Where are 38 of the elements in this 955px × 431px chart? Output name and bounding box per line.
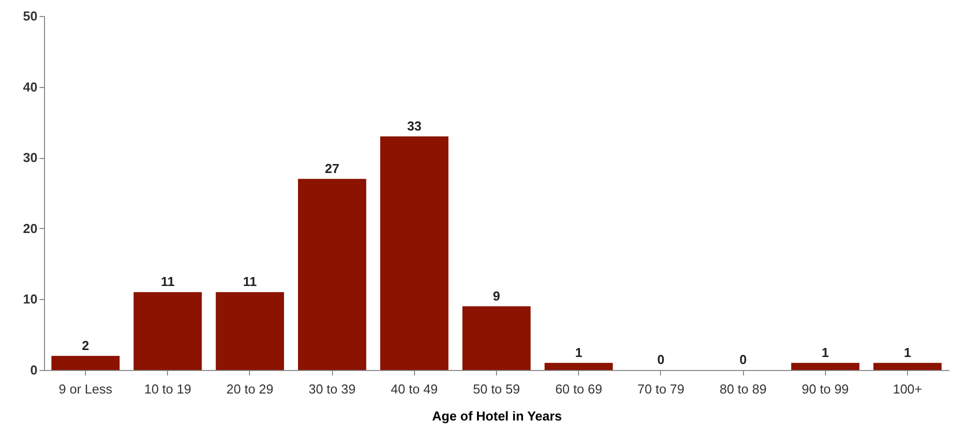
data-label: 0 bbox=[657, 352, 665, 367]
bar bbox=[51, 356, 120, 370]
x-tick-label: 40 to 49 bbox=[390, 382, 438, 396]
x-tick-label: 100+ bbox=[892, 382, 922, 396]
x-tick-label: 9 or Less bbox=[58, 382, 113, 396]
y-tick-label: 10 bbox=[23, 292, 38, 307]
y-tick-label: 0 bbox=[30, 362, 38, 378]
data-label: 27 bbox=[324, 160, 340, 176]
data-label: 1 bbox=[575, 344, 582, 360]
data-label: 11 bbox=[160, 274, 175, 290]
data-label: 2 bbox=[82, 338, 90, 353]
y-tick-label: 40 bbox=[23, 79, 38, 94]
bar bbox=[873, 362, 942, 370]
x-tick-label: 30 to 39 bbox=[308, 382, 356, 396]
y-tick-label: 50 bbox=[23, 8, 38, 24]
x-tick-label: 50 to 59 bbox=[473, 382, 520, 396]
x-axis-title: Age of Hotel in Years bbox=[432, 408, 562, 424]
x-tick-label: 10 to 19 bbox=[144, 382, 192, 396]
data-label: 1 bbox=[822, 344, 829, 360]
x-tick-label: 60 to 69 bbox=[555, 382, 602, 396]
data-label: 33 bbox=[407, 118, 422, 134]
x-tick-label: 90 to 99 bbox=[802, 382, 849, 396]
data-label: 9 bbox=[492, 288, 500, 304]
bar bbox=[544, 362, 613, 370]
bar bbox=[791, 362, 860, 370]
x-tick-label: 20 to 29 bbox=[226, 382, 274, 396]
data-label: 1 bbox=[904, 344, 912, 360]
bar bbox=[298, 178, 366, 370]
x-tick-label: 80 to 89 bbox=[720, 382, 767, 396]
x-tick-label: 70 to 79 bbox=[637, 382, 684, 396]
bar bbox=[380, 136, 448, 370]
bar bbox=[462, 306, 531, 370]
y-tick-label: 20 bbox=[23, 220, 38, 236]
data-label: 11 bbox=[243, 274, 257, 290]
bar bbox=[216, 292, 284, 370]
y-tick-label: 30 bbox=[23, 150, 38, 166]
data-label: 0 bbox=[739, 352, 747, 367]
bar bbox=[134, 292, 202, 370]
